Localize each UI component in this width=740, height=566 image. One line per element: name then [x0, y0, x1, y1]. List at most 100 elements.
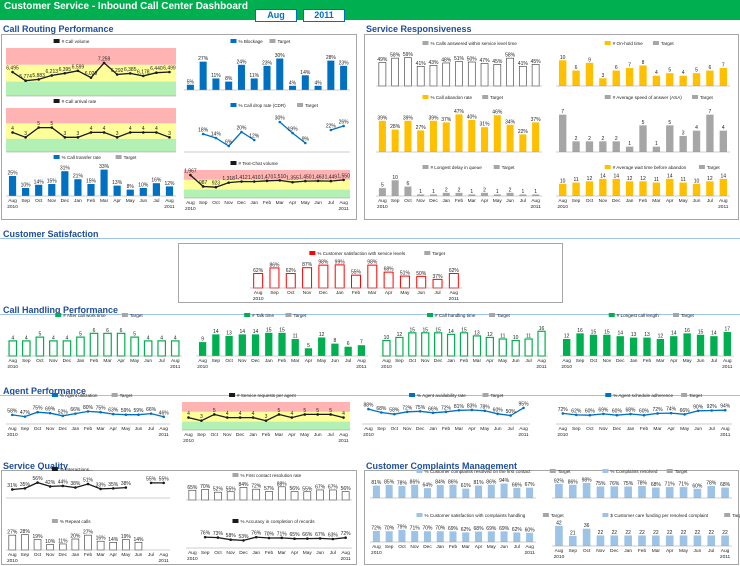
customer_satisfaction-bar-4: [318, 264, 329, 289]
call_abandon_rate-bar-10: [506, 124, 514, 152]
month-selector[interactable]: Aug: [255, 9, 297, 22]
year-selector[interactable]: 2011: [303, 9, 345, 22]
call_handling_time-bar-4: [434, 332, 443, 357]
agent_utilization-point-0: [11, 413, 14, 417]
text_chat_volume-tick-label-0: Aug: [186, 200, 195, 206]
call_handling_time-legend-swatch-1: [489, 313, 496, 317]
call_abandon_rate-bar-1: [391, 129, 399, 152]
call_transfer_rate-data-label-11: 16%: [151, 178, 162, 184]
care_funding-tick-label-12: Aug: [721, 548, 730, 554]
service_requests_per_agent-data-label-12: 4: [342, 411, 345, 417]
agent_availability-tick-label-5: Jan: [429, 426, 437, 432]
call_handling_time-tick-label-12: Aug: [537, 358, 546, 364]
agent_availability-data-label-1: 68%: [376, 406, 387, 412]
complaints_resolved-data-label-8: 71%: [665, 482, 676, 488]
service_requests_per_agent-data-label-1: 3: [200, 414, 203, 420]
wait_before_abandon-data-label-0: 10: [560, 178, 566, 184]
speed_of_answer-data-label-10: 4: [695, 125, 698, 131]
call_transfer_rate-tick-label-10: Jun: [139, 198, 147, 204]
schedule_adherence-legend-swatch-0: [605, 393, 612, 397]
on_hold_time-data-label-9: 4: [682, 70, 685, 76]
call_transfer_rate-year-start: 2010: [7, 204, 18, 210]
customer_satisfaction-tick-label-4: Dec: [319, 290, 328, 296]
interactions-data-label-4: 44%: [58, 479, 69, 485]
care_funding-bar-1: [568, 535, 577, 546]
service_requests_per_agent-tick-label-0: Aug: [184, 432, 193, 438]
call_transfer_rate-bar-10: [139, 188, 147, 196]
first_contact_resolution-data-label-3: 55%: [226, 486, 237, 492]
longest_call-tick-label-11: Jul: [711, 358, 717, 364]
agent_availability-tick-label-0: Aug: [364, 426, 373, 432]
repeat_calls-data-label-8: 14%: [108, 537, 119, 543]
longest_call-tick-label-10: Jun: [697, 358, 705, 364]
call_handling_time-tick-label-2: Oct: [409, 358, 417, 364]
first_contact_resolution-data-label-0: 65%: [187, 485, 198, 491]
call_volume-band-red: [6, 48, 176, 65]
satisfaction_complaints_handling-data-label-10: 69%: [499, 526, 510, 532]
after_call_work_time-tick-label-11: Jul: [159, 358, 165, 364]
blockage-bar-8: [289, 85, 297, 90]
agent_utilization-legend-label-1: Target: [120, 393, 133, 398]
agent_utilization-legend-swatch-1: [111, 393, 118, 397]
call_abandon_rate-data-label-12: 37%: [531, 117, 542, 123]
on_hold_time-bar-6: [639, 65, 647, 86]
call_handling_time-data-label-3: 15: [422, 327, 428, 333]
service_requests_per_agent-point-8: [290, 416, 294, 419]
call_arrival_rate-point-7: [102, 131, 106, 134]
call_drop_rate-data-label-9: 9%: [302, 137, 310, 143]
accuracy_records-point-3: [229, 538, 232, 542]
schedule_adherence-tick-label-11: Jul: [709, 426, 715, 432]
longest_delay-bar-10: [506, 192, 514, 196]
repeat_calls-tick-label-7: Mar: [96, 552, 105, 558]
schedule_adherence-tick-label-7: Mar: [653, 426, 662, 432]
text_chat_volume-data-label-9: 1,450: [299, 175, 312, 181]
first_contact_resolution-data-label-10: 67%: [315, 484, 326, 490]
on_hold_time-data-label-10: 5: [695, 68, 698, 74]
talk_time-data-label-3: 14: [240, 329, 246, 335]
satisfaction_complaints_handling-data-label-12: 60%: [525, 527, 536, 533]
customer_satisfaction-bar-1: [269, 267, 280, 289]
wait_before_abandon-data-label-4: 14: [613, 173, 619, 179]
satisfaction_complaints_handling-tick-label-3: Nov: [410, 544, 419, 550]
call_handling_time-data-label-12: 16: [539, 326, 545, 332]
interactions-point-11: [149, 481, 153, 485]
agent_utilization-data-label-8: 63%: [108, 408, 119, 414]
talk_time-bar-12: [357, 345, 366, 356]
schedule_adherence-point-7: [656, 412, 659, 415]
customer_satisfaction-bar-9: [399, 275, 410, 289]
agent_utilization-data-label-5: 66%: [70, 407, 81, 413]
first_contact_resolution-data-label-12: 56%: [341, 486, 352, 492]
agent_availability-point-4: [418, 410, 422, 413]
customer_satisfaction-legend-label-0: % Customer satisfaction with service lev…: [317, 251, 406, 256]
service_requests_per_agent-tick-label-9: May: [300, 432, 310, 438]
after_call_work_time-data-label-6: 6: [93, 328, 96, 334]
call_drop_rate-point-8: [291, 131, 294, 135]
care_funding-tick-label-3: Nov: [596, 548, 605, 554]
longest_delay-tick-label-11: Jul: [520, 198, 526, 204]
agent_availability-tick-label-9: May: [480, 426, 490, 432]
call_arrival_rate-point-1: [24, 136, 27, 139]
service_requests_per_agent-tick-label-7: Mar: [275, 432, 284, 438]
complaints_first_contact-bar-12: [526, 487, 534, 498]
longest_delay-tick-label-5: Jan: [442, 198, 450, 204]
blockage-bar-6: [263, 65, 271, 90]
schedule_adherence-data-label-9: 66%: [680, 408, 691, 414]
call_volume-point-5: [76, 69, 80, 73]
talk_time-data-label-0: 9: [201, 337, 204, 343]
service_requests_per_agent-point-5: [251, 416, 255, 419]
call_drop_rate-data-label-12: 26%: [339, 120, 350, 126]
call_transfer_rate-legend-swatch-1: [115, 155, 122, 159]
agent_utilization-tick-label-1: Sep: [21, 426, 30, 432]
first_contact_resolution-bar-9: [303, 491, 312, 501]
wait_before_abandon-bar-1: [572, 182, 580, 196]
wait_before_abandon-bar-2: [585, 181, 594, 196]
interactions-point-9: [124, 486, 128, 489]
repeat_calls-data-label-7: 16%: [96, 536, 107, 542]
text_chat_volume-data-label-10: 1,463: [312, 174, 325, 180]
longest_call-legend-swatch-0: [608, 313, 615, 317]
call_handling_time-tick-label-4: Dec: [434, 358, 443, 364]
talk_time-data-label-9: 12: [319, 332, 325, 338]
complaints_resolved-data-label-3: 75%: [595, 481, 606, 487]
repeat_calls-data-label-4: 11%: [58, 538, 68, 544]
